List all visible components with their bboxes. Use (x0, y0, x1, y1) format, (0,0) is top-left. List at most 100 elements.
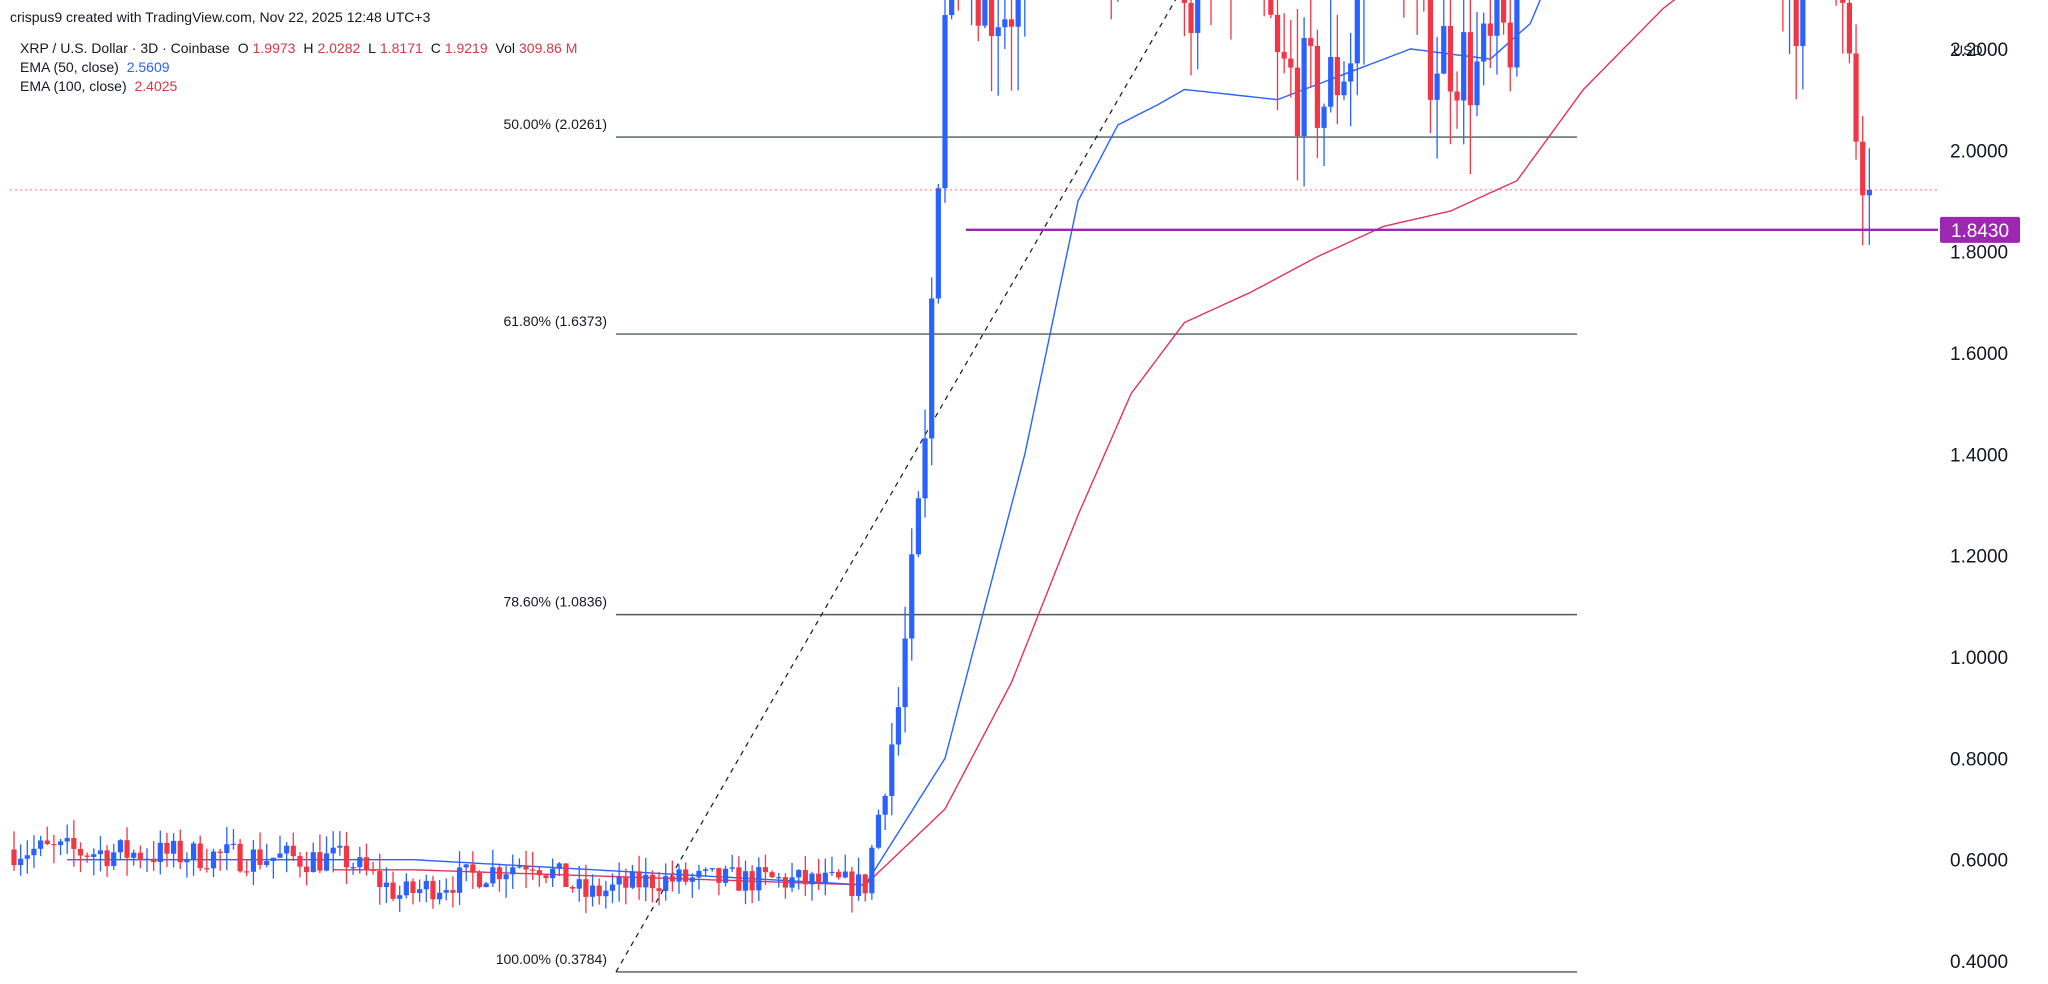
candle-body (550, 868, 556, 879)
candle (410, 878, 416, 905)
candle (323, 836, 330, 872)
candle (869, 844, 875, 900)
candle-body (530, 869, 536, 871)
fib-label: 50.00% (2.0261) (503, 116, 607, 132)
candle-body (836, 871, 842, 878)
candle (663, 863, 669, 901)
candle-body (862, 874, 868, 894)
candle (1110, 0, 1112, 20)
candle-body (1441, 26, 1447, 74)
candle-body (656, 888, 662, 892)
candle-body (1467, 32, 1473, 106)
candle-body (1501, 0, 1507, 23)
candle (742, 860, 749, 905)
candle (1454, 71, 1460, 129)
candle-body (1328, 57, 1334, 107)
candle (11, 831, 17, 871)
candle-body (889, 744, 895, 796)
candle (756, 857, 762, 901)
candle-body (663, 876, 669, 892)
candle-body (1860, 141, 1866, 196)
candle (144, 848, 150, 873)
candle (370, 861, 376, 875)
candle (1354, 0, 1360, 96)
ema100-label: EMA (100, close) (20, 78, 127, 94)
candle-body (144, 858, 150, 861)
candle-body (403, 881, 409, 896)
volume-value: 309.86 M (519, 40, 578, 56)
candle-body (583, 879, 589, 897)
candle (1281, 13, 1287, 74)
ema100-line (333, 0, 1676, 886)
candle-body (975, 0, 981, 26)
candle-body (417, 889, 423, 894)
candle (1015, 0, 1021, 91)
candle-body (842, 871, 848, 878)
candle-body (237, 843, 243, 872)
symbol-title[interactable]: XRP / U.S. Dollar · 3D · Coinbase (20, 40, 230, 56)
candle (450, 876, 456, 908)
candle-body (470, 864, 476, 873)
candle-body (323, 853, 330, 871)
candle-body (184, 859, 190, 863)
low-value: 1.8171 (379, 40, 423, 56)
candle (250, 840, 256, 886)
candle (363, 843, 370, 876)
fib-label: 61.80% (1.6373) (503, 313, 607, 329)
price-axis[interactable]: 3.80003.60003.40003.20003.00002.80002.60… (1950, 0, 2008, 973)
candle (171, 833, 177, 868)
candle-body (230, 843, 237, 846)
candle-body (51, 844, 57, 846)
candle-body (882, 795, 888, 815)
candle-body (1461, 32, 1467, 101)
open-value: 1.9973 (252, 40, 296, 56)
candle (1002, 0, 1008, 50)
candle-body (224, 844, 230, 853)
candle (1008, 0, 1015, 91)
candle (510, 854, 516, 889)
candle-body (317, 852, 323, 871)
candle-body (915, 498, 921, 555)
candle-body (1181, 0, 1187, 3)
candle-body (802, 870, 808, 885)
candle (1461, 0, 1467, 145)
candle (44, 826, 50, 846)
candle-body (1321, 106, 1327, 128)
candle-body (1494, 0, 1500, 36)
candle-body (450, 890, 456, 893)
candle-body (716, 868, 722, 883)
candle (31, 835, 37, 868)
candle-body (849, 871, 855, 896)
candle-body (284, 845, 290, 854)
candle (476, 870, 483, 889)
candle-body (64, 838, 70, 842)
candle (264, 843, 270, 868)
candle-body (337, 845, 343, 848)
candle (1024, 0, 1026, 37)
candle-body (304, 866, 310, 872)
y-tick-label: 2.2000 (1950, 40, 2008, 61)
candle (77, 842, 84, 872)
candle (762, 854, 769, 886)
candle (583, 864, 589, 914)
ema50-legend[interactable]: EMA (50, close) 2.5609 (20, 59, 174, 75)
candle (703, 867, 709, 877)
candle-body (669, 876, 675, 882)
ema100-value: 2.4025 (134, 78, 178, 94)
candle (24, 840, 30, 874)
currency-label[interactable]: USD (1953, 42, 1983, 58)
candle-body (1281, 52, 1287, 59)
chart-credit: crispus9 created with TradingView.com, N… (10, 9, 431, 25)
ema100-legend[interactable]: EMA (100, close) 2.4025 (20, 78, 181, 94)
candle (816, 859, 822, 890)
candle (1341, 61, 1347, 101)
candle-body (729, 867, 735, 869)
candle (603, 880, 609, 909)
candle-body (57, 841, 64, 846)
y-tick-label: 1.6000 (1950, 344, 2008, 365)
candle-body (350, 867, 356, 869)
candle-body (164, 842, 170, 854)
ema50-label: EMA (50, close) (20, 59, 119, 75)
candle-body (297, 856, 303, 867)
